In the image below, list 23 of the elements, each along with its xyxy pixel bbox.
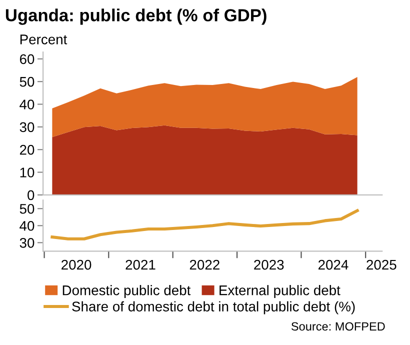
x-tick-label: 2025 [366, 260, 396, 270]
y-axis-title: Percent [20, 34, 68, 44]
y-tick-label: 30 [20, 238, 34, 248]
y-tick-label: 50 [20, 76, 34, 87]
y-tick-label: 30 [20, 122, 34, 132]
legend-label: Domestic public debt [62, 285, 191, 298]
y-tick-label: 40 [20, 220, 34, 231]
x-tick-label: 2024 [318, 260, 348, 270]
x-tick-label: 2020 [62, 260, 92, 270]
y-tick-label: 60 [20, 54, 34, 64]
x-tick-label: 2022 [190, 260, 220, 270]
y-tick-label: 20 [20, 144, 34, 155]
x-tick-label: 2021 [126, 260, 156, 270]
y-tick-label: 40 [20, 100, 34, 110]
y-tick-label: 50 [20, 204, 34, 214]
x-tick-label: 2023 [254, 260, 284, 270]
chart-title: Uganda: public debt (% of GDP) [6, 8, 266, 25]
y-tick-label: 10 [20, 168, 34, 178]
legend-label: Share of domestic debt in total public debt (%) [72, 301, 355, 314]
legend-label: External public debt [220, 285, 340, 298]
source-note: Source: MOFPED [291, 322, 385, 331]
line-series [50, 209, 359, 240]
y-tick-label: 0 [28, 190, 34, 200]
